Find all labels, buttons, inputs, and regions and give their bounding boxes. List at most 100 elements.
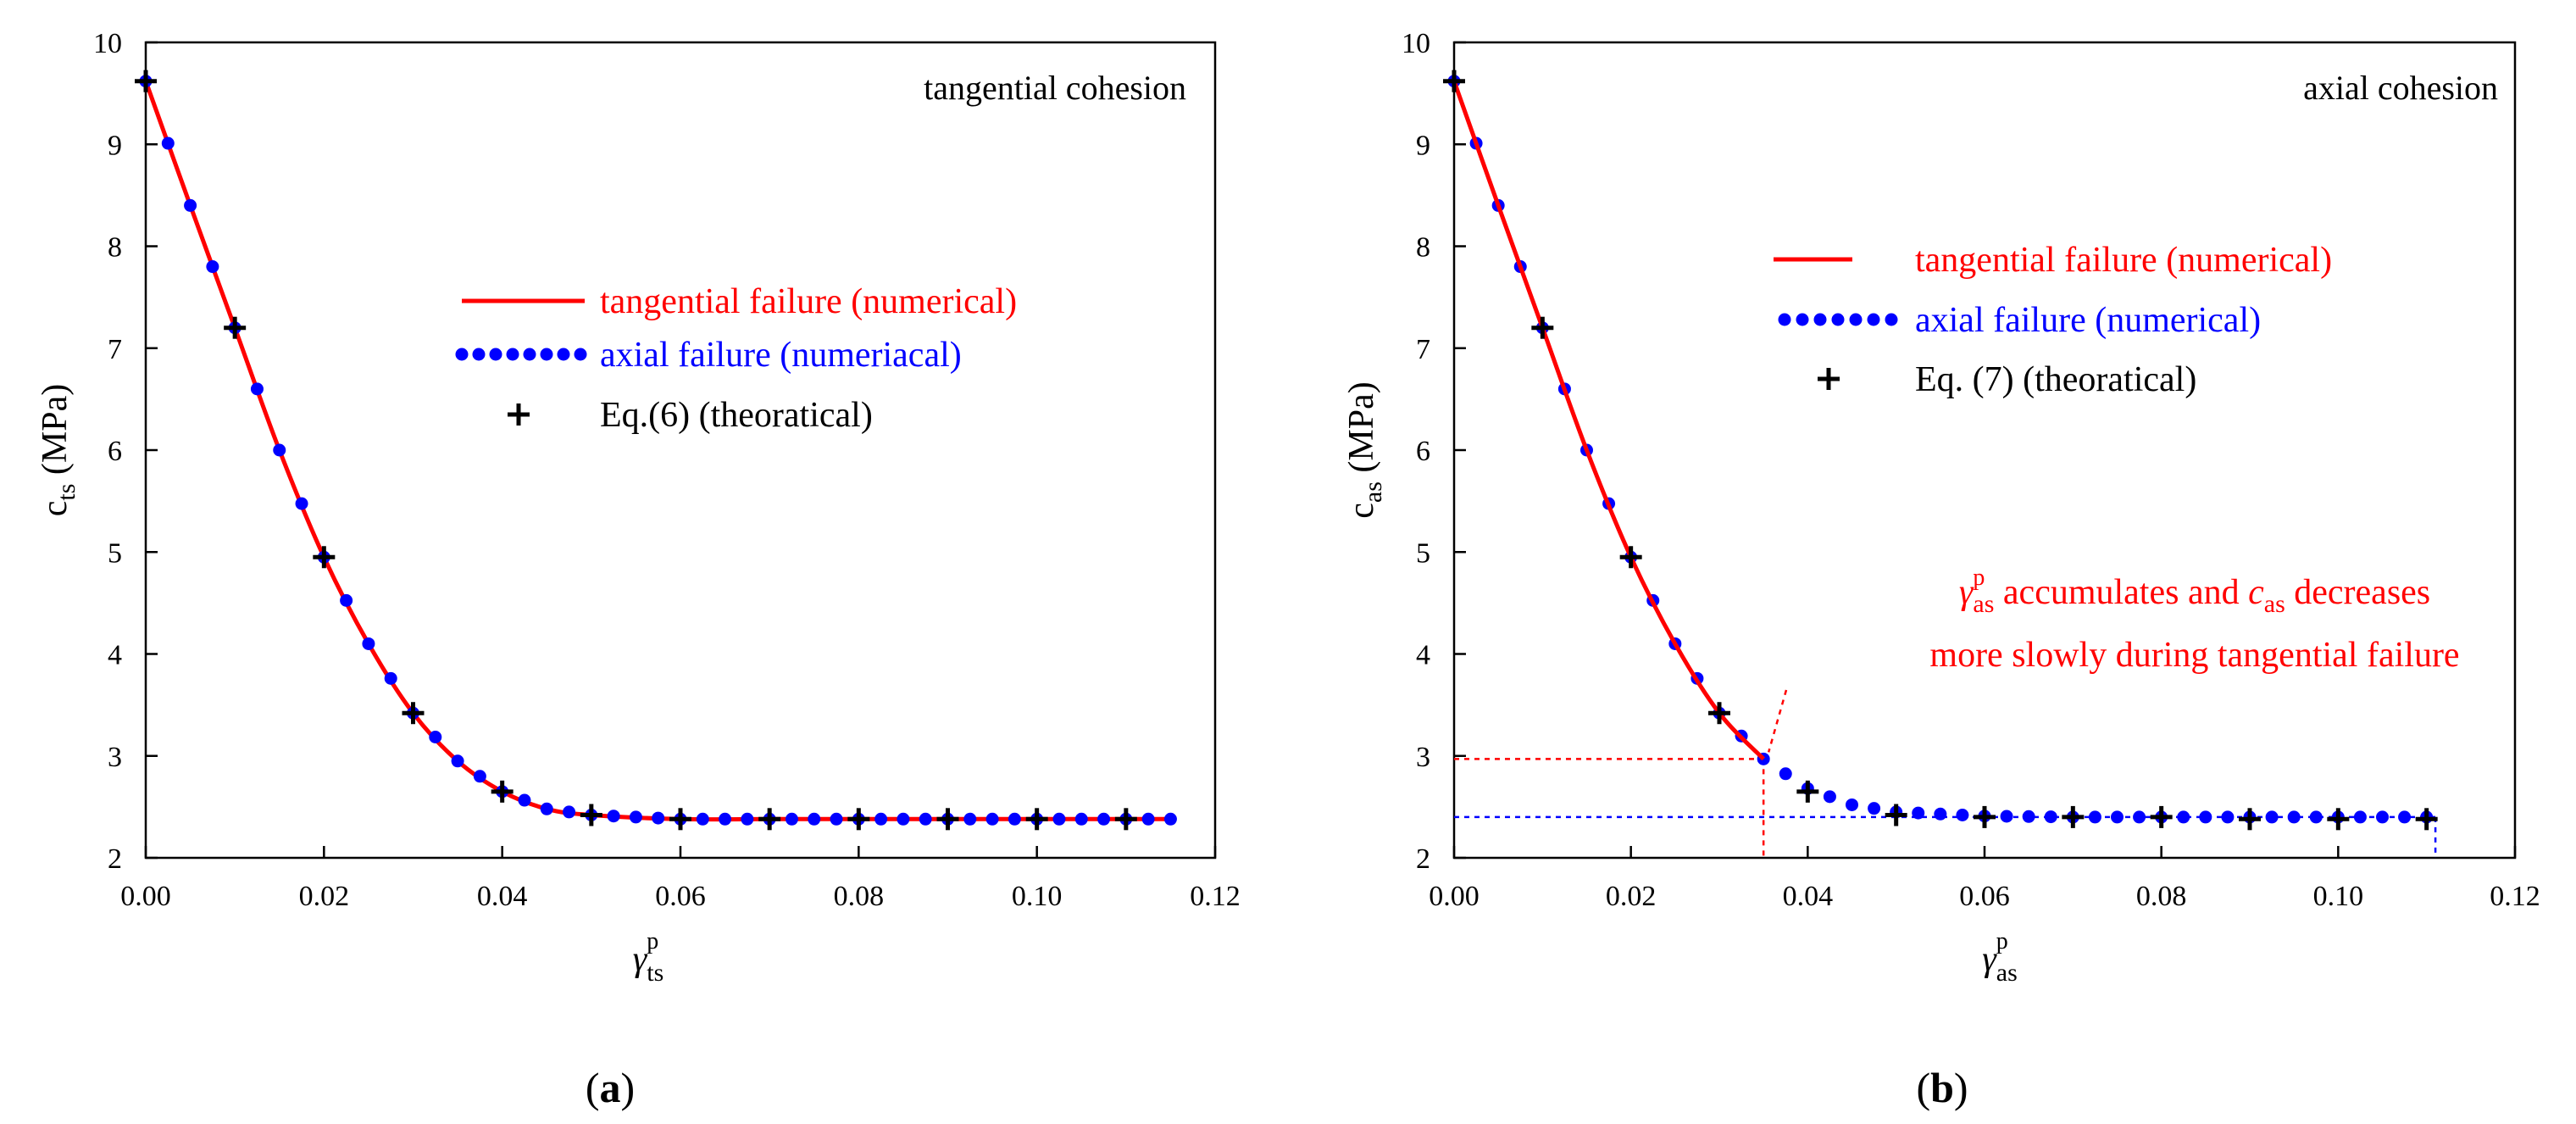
series-point-theoretical — [1443, 70, 1465, 92]
series-point-axial — [1956, 808, 1969, 821]
series-point-axial — [2088, 810, 2101, 824]
series-point-axial — [1163, 812, 1177, 826]
series-point-axial — [451, 754, 464, 768]
legend-plus — [1818, 368, 1840, 390]
x-tick-label: 0.06 — [1959, 881, 2010, 912]
panel-a: 0.00 0.02 0.04 0.06 0.08 0.10 0.12 2345678910 … — [36, 28, 1241, 1111]
series-point-axial — [652, 811, 665, 825]
y-tick-label: 5 — [1416, 537, 1430, 569]
panel-a-y-ticks: 2 3 4 5 6 7 8 9 10 — [93, 28, 158, 875]
series-point-axial — [2287, 810, 2301, 824]
series-point-axial — [719, 812, 732, 826]
series-point-axial — [2044, 810, 2057, 824]
y-tick-label: 3 — [108, 742, 122, 773]
series-point-axial — [1097, 812, 1111, 826]
legend-plus-swatch — [508, 403, 530, 426]
panel-b: 0.00 0.02 0.04 0.06 0.08 0.10 0.12 2345678910 … — [1342, 28, 2540, 1111]
panel-b-y-ticks: 2 3 4 5 6 7 8 9 10 — [1402, 28, 1466, 875]
series-point-axial — [2398, 810, 2412, 824]
legend-label-theoretical: Eq.(6) (theoratical) — [600, 396, 873, 435]
y-tick-label: 4 — [1416, 640, 1430, 671]
y-tick-label: 10 — [93, 28, 122, 59]
panel-b-x-ticks: 0.00 0.02 0.04 0.06 0.08 0.10 0.12 — [1429, 846, 2540, 912]
legend-label-tangential: tangential failure (numerical) — [1915, 241, 2332, 280]
series-point-axial — [1141, 812, 1155, 826]
series-point-axial — [540, 802, 553, 815]
series-point-theoretical — [580, 804, 602, 826]
legend-dot — [574, 348, 587, 361]
series-point-axial — [2353, 810, 2367, 824]
x-tick-label: 0.12 — [1190, 881, 1241, 912]
legend-dot — [455, 348, 469, 361]
series-point-axial — [250, 382, 264, 396]
legend-dots-swatch — [455, 348, 587, 361]
series-point-axial — [295, 497, 308, 510]
y-tick-label: 9 — [108, 130, 122, 161]
series-point-axial — [473, 770, 486, 783]
series-point-axial — [629, 810, 642, 824]
y-tick-label: 9 — [1416, 130, 1430, 161]
legend-plus — [508, 403, 530, 426]
panel-b-label: (b) — [1916, 1064, 1968, 1111]
series-point-axial — [2309, 810, 2323, 824]
legend-dot — [489, 348, 502, 361]
series-line-tangential — [1452, 80, 1765, 761]
panel-a-corner-label: tangential cohesion — [924, 69, 1186, 107]
series-point-axial — [2199, 810, 2212, 824]
series-point-axial — [2000, 810, 2013, 823]
y-tick-label: 6 — [108, 436, 122, 467]
legend-dot — [472, 348, 486, 361]
panel-a-x-ticks: 0.00 0.02 0.04 0.06 0.08 0.10 0.12 — [120, 846, 1241, 912]
x-tick-label: 0.10 — [1012, 881, 1063, 912]
legend-dot — [1831, 313, 1845, 326]
series-point-axial — [808, 812, 821, 826]
panel-b-y-axis-label: cas (MPa) — [1342, 381, 1387, 518]
y-tick-label: 7 — [108, 334, 122, 365]
series-point-axial — [874, 812, 888, 826]
legend-dot — [540, 348, 553, 361]
series-point-theoretical — [2150, 805, 2173, 828]
series-point-axial — [1779, 767, 1792, 781]
series-point-theoretical — [2415, 808, 2438, 831]
series-line-tangential — [143, 80, 1171, 822]
series-point-axial — [184, 198, 197, 212]
y-tick-label: 8 — [1416, 232, 1430, 264]
series-point-axial — [1868, 802, 1881, 815]
series-point-axial — [362, 637, 375, 650]
series-point-axial — [1008, 812, 1021, 826]
series-point-axial — [985, 812, 999, 826]
panel-b-series — [1443, 70, 2438, 831]
series-point-axial — [897, 812, 910, 826]
series-point-axial — [2111, 810, 2124, 824]
series-point-axial — [1823, 790, 1836, 804]
series-point-axial — [2221, 810, 2235, 824]
annotation-line-1: γp as accumulates and cas decreases — [1959, 565, 2430, 618]
x-tick-label: 0.04 — [477, 881, 528, 912]
x-tick-label: 0.04 — [1783, 881, 1834, 912]
series-point-theoretical — [847, 808, 870, 831]
series-point-theoretical — [1708, 702, 1730, 725]
y-tick-label: 3 — [1416, 742, 1430, 773]
series-point-theoretical — [224, 316, 247, 339]
annotation-line-2: more slowly during tangential failure — [1929, 636, 2459, 675]
legend-dot — [523, 348, 536, 361]
legend-dot — [1867, 313, 1880, 326]
y-tick-label: 2 — [108, 843, 122, 875]
series-point-axial — [206, 260, 219, 274]
legend-dot — [1849, 313, 1863, 326]
series-point-axial — [384, 671, 397, 685]
series-point-axial — [2265, 810, 2279, 824]
series-point-axial — [785, 812, 798, 826]
series-point-axial — [161, 136, 175, 150]
series-point-theoretical — [2062, 805, 2085, 828]
series-point-theoretical — [2327, 808, 2350, 831]
panel-b-annotation: γp as accumulates and cas decreases more … — [1767, 565, 2460, 753]
series-point-axial — [2022, 810, 2035, 823]
series-point-theoretical — [758, 808, 781, 831]
panel-b-corner-label: axial cohesion — [2303, 69, 2498, 107]
panel-a-legend: tangential failure (numerical) axial fai… — [455, 282, 1017, 435]
series-point-axial — [830, 812, 843, 826]
y-tick-label: 10 — [1402, 28, 1430, 59]
series-point-theoretical — [669, 808, 691, 831]
x-tick-label: 0.02 — [1606, 881, 1657, 912]
